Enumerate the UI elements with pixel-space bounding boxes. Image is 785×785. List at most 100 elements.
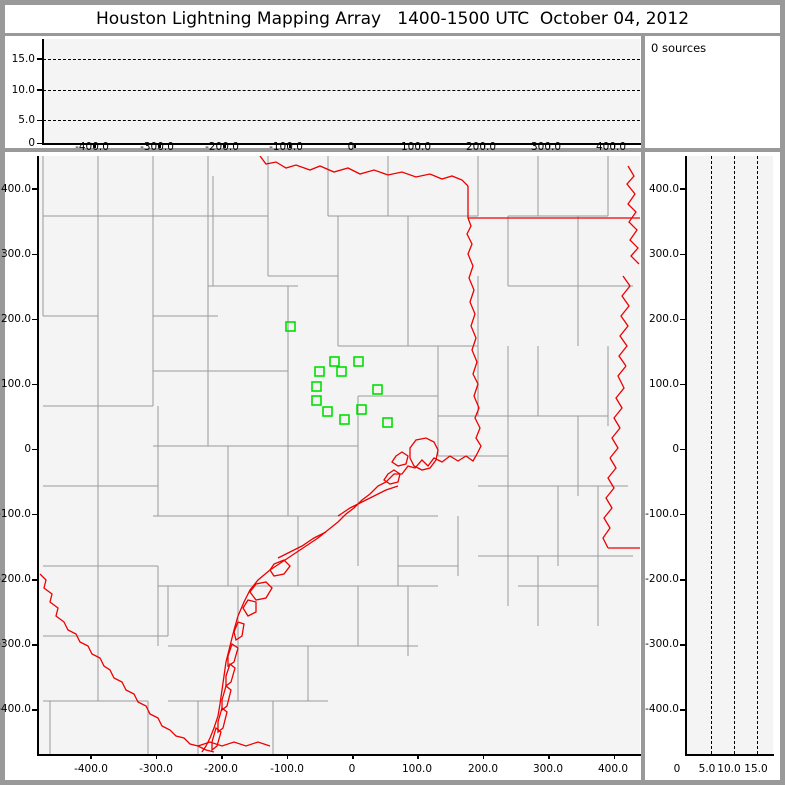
- map-geography: [39, 156, 640, 754]
- map-ytick-label-0: 0: [24, 443, 31, 455]
- ew-y-axis: [685, 156, 687, 755]
- map-ytick--200: [32, 579, 38, 581]
- station-marker: [336, 366, 347, 377]
- time-height-plot-area[interactable]: [43, 39, 640, 143]
- xtick-label-300: 300.0: [530, 141, 562, 153]
- ew-ytick-400: [680, 188, 686, 190]
- map-ytick-label--300: -300.0: [0, 638, 31, 650]
- ew-xtick-label-0: 0: [673, 763, 681, 775]
- station-marker: [353, 356, 364, 367]
- station-marker: [311, 381, 322, 392]
- xtick-300: [548, 143, 551, 148]
- xtick-label-400: 400.0: [595, 141, 627, 153]
- station-marker: [356, 404, 367, 415]
- gridline-x-15: [756, 156, 758, 754]
- map-xtick-100: [417, 754, 419, 759]
- map-xtick-label-0: 0: [348, 763, 356, 775]
- ew-ytick--100: [680, 513, 686, 516]
- xtick-200: [483, 143, 486, 148]
- station-marker: [314, 366, 325, 377]
- ew-x-axis: [685, 754, 774, 756]
- ytick-label-15: 15.0: [11, 53, 35, 65]
- map-x-axis: [37, 754, 641, 756]
- ew-ytick-200: [680, 318, 686, 321]
- ytick-15: [37, 58, 43, 60]
- xtick-label-0: 0: [347, 141, 355, 153]
- map-ytick--400: [32, 709, 38, 711]
- map-xtick-label-100: 100.0: [401, 763, 433, 775]
- ew-xtick-label-5: 5.0: [698, 763, 716, 775]
- map-ytick--100: [32, 513, 38, 516]
- time-height-y-axis: [42, 39, 44, 144]
- ew-ytick-label-100: 100.0: [648, 378, 679, 390]
- map-ytick-300: [32, 253, 38, 255]
- map-xtick-200: [482, 754, 485, 759]
- gridline-x-5: [711, 156, 712, 754]
- station-marker: [285, 321, 296, 332]
- map-ytick-label-100: 100.0: [0, 378, 31, 390]
- ew-ytick--300: [680, 644, 686, 646]
- ew-ytick--400: [680, 709, 686, 711]
- xtick-0: [354, 143, 356, 148]
- map-ytick-label--200: -200.0: [0, 573, 31, 585]
- county-borders: [42, 156, 633, 754]
- ew-ytick-label-200: 200.0: [648, 313, 679, 325]
- map-ytick-label-400: 400.0: [0, 183, 31, 195]
- map-xtick-300: [548, 754, 550, 759]
- ew-ytick-label-0: 0: [672, 443, 679, 455]
- map-ytick-label-200: 200.0: [0, 313, 31, 325]
- xtick-100: [418, 143, 421, 148]
- ytick-label-0: 0: [28, 137, 35, 149]
- station-marker: [372, 384, 383, 395]
- source-count-panel: 0 sources: [645, 36, 780, 148]
- station-marker: [339, 414, 350, 425]
- map-xtick--100: [286, 754, 289, 759]
- ew-ytick-label--100: -100.0: [645, 508, 679, 520]
- map-ytick-label--400: -400.0: [0, 703, 31, 715]
- xtick-400: [613, 143, 616, 148]
- time-height-x-axis: [42, 143, 641, 145]
- ew-ytick-label-300: 300.0: [648, 248, 679, 260]
- ew-ytick-label--400: -400.0: [645, 703, 679, 715]
- time-height-panel: 15.0 10.0 5.0 0: [5, 36, 641, 149]
- map-ytick-label--100: -100.0: [0, 508, 31, 520]
- ew-ytick-label-400: 400.0: [648, 183, 679, 195]
- ytick-10: [37, 89, 43, 91]
- source-count-label: 0 sources: [651, 41, 707, 55]
- east-west-height-panel: 400.0 300.0 200.0 100.0 0 -100.0 -200.0 …: [645, 152, 780, 780]
- map-xtick-label--300: -300.0: [139, 763, 173, 775]
- lma-station-markers: [285, 321, 393, 428]
- xtick-label-200: 200.0: [465, 141, 497, 153]
- xtick--200: [224, 143, 226, 148]
- map-ytick-0: [32, 448, 38, 451]
- map-y-axis: [37, 156, 39, 755]
- map-xtick--300: [155, 754, 158, 759]
- station-marker: [329, 356, 340, 367]
- ew-ytick-0: [680, 448, 686, 451]
- gridline-x-10: [733, 156, 735, 754]
- xtick--300: [159, 143, 161, 148]
- map-ytick-100: [32, 383, 38, 386]
- ytick-label-10: 10.0: [11, 83, 35, 96]
- map-ytick-200: [32, 318, 38, 321]
- ew-ytick--200: [680, 579, 686, 581]
- page-title: Houston Lightning Mapping Array 1400-150…: [95, 9, 690, 29]
- ytick-0: [37, 142, 43, 144]
- xtick-label--100: -100.0: [269, 141, 303, 153]
- xtick-label--400: -400.0: [75, 141, 109, 153]
- map-xtick-label--200: -200.0: [204, 763, 238, 775]
- ew-xtick-label-10: 10.0: [717, 763, 741, 775]
- station-marker: [382, 417, 393, 428]
- map-xtick--400: [90, 754, 92, 759]
- map-xtick-label-200: 200.0: [467, 763, 499, 775]
- ew-ytick-300: [680, 253, 686, 255]
- station-marker: [311, 395, 322, 406]
- ew-xtick-label-15: 15.0: [744, 763, 768, 775]
- map-ytick-400: [32, 188, 38, 190]
- east-west-height-plot-area[interactable]: [686, 156, 773, 754]
- gridline-10: [43, 89, 640, 91]
- map-plot-area[interactable]: [38, 156, 640, 754]
- xtick-label--200: -200.0: [205, 141, 239, 153]
- map-ytick--300: [32, 644, 38, 646]
